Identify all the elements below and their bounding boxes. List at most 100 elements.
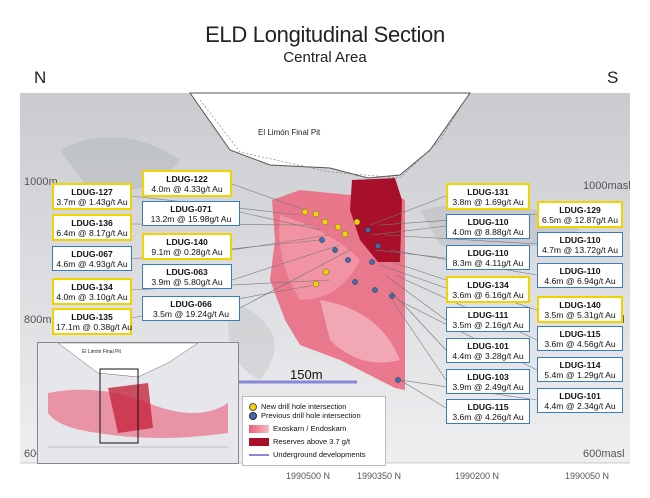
new-hole-marker	[301, 208, 309, 216]
hole-id: LDUG-110	[559, 266, 601, 276]
new-hole-marker	[353, 218, 361, 226]
hole-result: 4.4m @ 3.28g/t Au	[452, 351, 524, 361]
hole-id: LDUG-134	[71, 282, 113, 292]
prev-hole-marker	[375, 243, 381, 249]
hole-result: 6.4m @ 8.17g/t Au	[56, 228, 128, 238]
intersection-box: LDUG-111 3.5m @ 2.16g/t Au	[446, 307, 530, 332]
hole-result: 4.0m @ 8.88g/t Au	[452, 227, 524, 237]
inset-overview-map: El Limón Final Pit	[37, 342, 239, 464]
intersection-box: LDUG-063 3.9m @ 5.80g/t Au	[142, 264, 232, 289]
intersection-box: LDUG-140 3.5m @ 5.31g/t Au	[537, 296, 623, 323]
hole-id: LDUG-067	[71, 249, 113, 259]
page-title: ELD Longitudinal Section	[205, 22, 445, 47]
intersection-box: LDUG-067 4.6m @ 4.93g/t Au	[52, 246, 132, 271]
inset-focus-frame	[99, 368, 139, 444]
pit-label: El Limón Final Pit	[258, 128, 321, 137]
hole-id: LDUG-122	[166, 174, 208, 184]
intersection-box: LDUG-114 5.4m @ 1.29g/t Au	[537, 357, 623, 382]
yellow-dot-icon	[249, 402, 257, 411]
intersection-box: LDUG-134 3.6m @ 6.16g/t Au	[446, 276, 530, 303]
new-hole-marker	[341, 230, 349, 238]
hole-result: 4.4m @ 2.34g/t Au	[544, 401, 616, 411]
prev-hole-marker	[395, 377, 401, 383]
legend-new-hole: New drill hole intersection	[249, 402, 346, 411]
hole-id: LDUG-135	[71, 312, 113, 322]
hole-id: LDUG-140	[559, 300, 601, 310]
underground-line-icon	[249, 453, 269, 456]
new-hole-marker	[322, 268, 330, 276]
hole-result: 3.8m @ 1.69g/t Au	[452, 197, 524, 207]
new-hole-marker	[312, 280, 320, 288]
prev-hole-marker	[352, 279, 358, 285]
prev-hole-marker	[389, 293, 395, 299]
intersection-box: LDUG-140 9.1m @ 0.28g/t Au	[142, 233, 232, 260]
hole-id: LDUG-110	[467, 248, 509, 258]
prev-hole-marker	[345, 257, 351, 263]
legend: New drill hole intersection Previous dri…	[242, 396, 386, 466]
prev-hole-marker	[319, 237, 325, 243]
intersection-box: LDUG-071 13.2m @ 15.98g/t Au	[142, 201, 240, 226]
hole-id: LDUG-127	[71, 187, 113, 197]
hole-result: 4.7m @ 13.72g/t Au	[541, 245, 619, 255]
intersection-box: LDUG-135 17.1m @ 0.38g/t Au	[52, 308, 132, 335]
intersection-box: LDUG-131 3.8m @ 1.69g/t Au	[446, 183, 530, 210]
intersection-box: LDUG-110 8.3m @ 4.11g/t Au	[446, 245, 530, 270]
hole-id: LDUG-103	[467, 372, 509, 382]
hole-result: 17.1m @ 0.38g/t Au	[56, 322, 133, 332]
intersection-box: LDUG-136 6.4m @ 8.17g/t Au	[52, 214, 132, 241]
hole-id: LDUG-111	[467, 310, 509, 320]
hole-id: LDUG-071	[170, 204, 212, 214]
hole-id: LDUG-110	[467, 217, 509, 227]
hole-id: LDUG-129	[559, 205, 601, 215]
elevation-label: 1000masl	[583, 180, 631, 192]
scale-label: 150m	[290, 367, 323, 382]
hole-result: 3.5m @ 5.31g/t Au	[544, 310, 616, 320]
intersection-box: LDUG-101 4.4m @ 2.34g/t Au	[537, 388, 623, 413]
legend-prev-hole: Previous drill hole intersection	[249, 411, 361, 420]
legend-label: Exoskarn / Endoskarn	[273, 424, 347, 433]
intersection-box: LDUG-103 3.9m @ 2.49g/t Au	[446, 369, 530, 394]
intersection-box: LDUG-115 3.6m @ 4.26g/t Au	[446, 399, 530, 424]
hole-id: LDUG-063	[166, 267, 208, 277]
legend-label: Underground developments	[273, 450, 366, 459]
new-hole-marker	[334, 223, 342, 231]
page-subtitle: Central Area	[283, 49, 367, 66]
hole-result: 3.7m @ 1.43g/t Au	[56, 197, 128, 207]
blue-dot-icon	[249, 411, 257, 420]
intersection-box: LDUG-110 4.6m @ 6.94g/t Au	[537, 263, 623, 288]
intersection-box: LDUG-110 4.7m @ 13.72g/t Au	[537, 232, 623, 257]
hole-id: LDUG-101	[559, 391, 601, 401]
northing-label: 1990200 N	[455, 471, 500, 481]
hole-id: LDUG-140	[166, 237, 208, 247]
legend-reserves: Reserves above 3.7 g/t	[249, 437, 350, 446]
hole-result: 3.5m @ 19.24g/t Au	[152, 309, 230, 319]
inset-pit-label: El Limón Final Pit	[82, 349, 121, 355]
reserves-swatch-icon	[249, 437, 269, 446]
intersection-box: LDUG-134 4.0m @ 3.10g/t Au	[52, 278, 132, 305]
new-hole-marker	[321, 218, 329, 226]
legend-label: Previous drill hole intersection	[261, 411, 361, 420]
hole-result: 3.9m @ 2.49g/t Au	[452, 382, 524, 392]
direction-south: S	[607, 68, 619, 87]
prev-hole-marker	[332, 247, 338, 253]
legend-label: Reserves above 3.7 g/t	[273, 437, 351, 446]
intersection-box: LDUG-101 4.4m @ 3.28g/t Au	[446, 338, 530, 363]
hole-result: 4.0m @ 3.10g/t Au	[56, 292, 128, 302]
elevation-label: 800m	[24, 314, 52, 326]
prev-hole-marker	[369, 259, 375, 265]
hole-result: 9.1m @ 0.28g/t Au	[151, 247, 223, 257]
hole-id: LDUG-134	[467, 280, 509, 290]
intersection-box: LDUG-127 3.7m @ 1.43g/t Au	[52, 183, 132, 210]
intersection-box: LDUG-122 4.0m @ 4.33g/t Au	[142, 170, 232, 197]
legend-underground: Underground developments	[249, 450, 366, 459]
pit-outline	[189, 92, 471, 179]
elevation-label: 1000m	[24, 176, 58, 188]
exoskarn-swatch-icon	[249, 424, 269, 433]
new-hole-marker	[312, 210, 320, 218]
hole-result: 6.5m @ 12.87g/t Au	[541, 215, 619, 225]
hole-id: LDUG-115	[559, 329, 601, 339]
hole-result: 3.5m @ 2.16g/t Au	[452, 320, 524, 330]
hole-result: 4.0m @ 4.33g/t Au	[151, 184, 223, 194]
northing-label: 1990350 N	[357, 471, 402, 481]
